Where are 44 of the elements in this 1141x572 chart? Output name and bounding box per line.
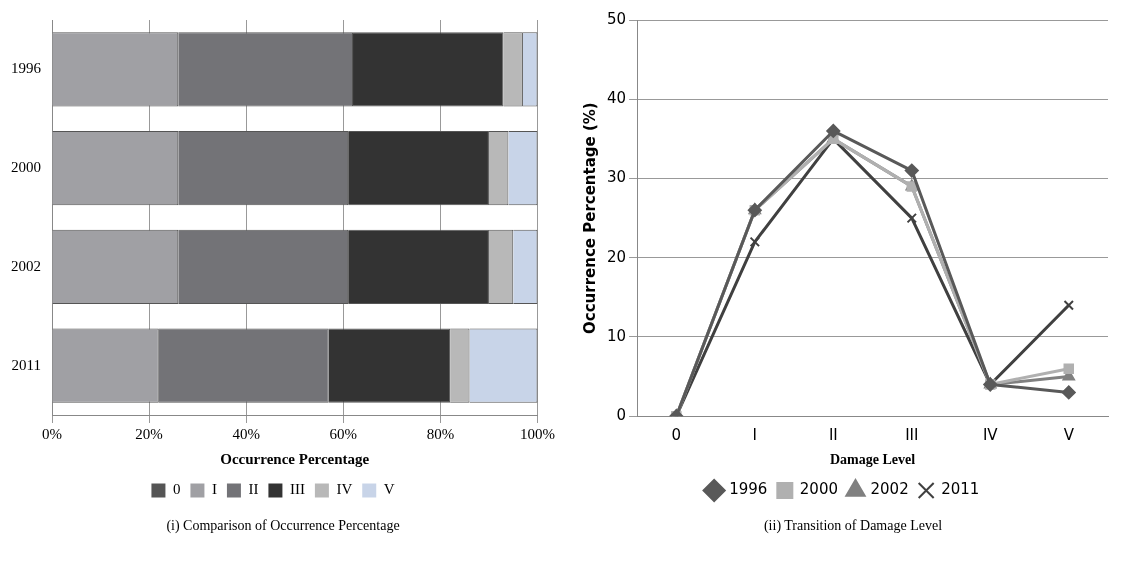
legend-label: III [289,481,305,498]
point [826,123,841,138]
x-tick-label: 100% [520,425,555,442]
legend-label: 1996 [729,480,768,499]
legend-label: I [211,481,217,498]
x-tick-label: 20% [135,425,163,442]
y-tick-label: 10 [606,326,627,345]
point [749,236,761,248]
x-tick-label: II [828,426,838,445]
point [1063,300,1074,311]
x-tick-label: 60% [329,425,358,442]
y-tick-label: 1996 [11,60,42,77]
y-tick-label: 2011 [11,356,41,373]
y-axis-title: Occurrence Percentage (%) [580,102,599,334]
x-tick-label: III [905,426,919,445]
legend-label: V [383,481,395,498]
y-tick-label: 40 [606,89,627,108]
y-tick-label: 0 [616,406,627,425]
point [904,163,919,178]
legend-label: 2002 [870,480,909,499]
point [906,212,918,224]
legend-label: IV [336,481,353,498]
y-tick-label: 2000 [11,159,41,176]
x-tick-label: 80% [426,425,455,442]
legend-label: 2000 [799,480,839,499]
point [1063,363,1074,374]
text: (ii) Transition of Damage Level [762,518,944,534]
x-tick-label: IV [982,426,999,445]
x-tick-label: 40% [232,425,260,442]
y-tick-label: 50 [606,9,627,28]
x-tick-label: I [752,426,758,445]
x-tick-label: V [1063,426,1075,445]
x-tick-label: 0 [671,426,682,445]
legend-label: II [248,481,259,498]
y-tick-label: 2002 [11,257,41,274]
y-tick-label: 20 [606,247,627,266]
legend-label: 0 [172,481,181,498]
x-tick-label: 0% [42,425,62,442]
x-axis-title: Damage Level [829,452,916,468]
x-axis-title: Occurrence Percentage [220,450,370,467]
legend-label: 2011 [941,480,980,499]
text: (i) Comparison of Occurrence Percentage [165,518,401,534]
point [1061,385,1076,400]
y-tick-label: 30 [606,168,627,187]
